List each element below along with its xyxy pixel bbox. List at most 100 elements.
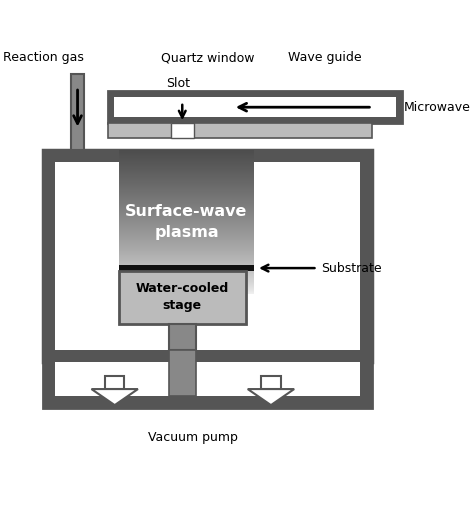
Bar xyxy=(119,291,254,293)
Bar xyxy=(119,230,254,231)
Bar xyxy=(119,257,254,258)
Bar xyxy=(119,244,254,245)
Bar xyxy=(119,282,254,284)
Bar xyxy=(119,231,254,232)
Bar xyxy=(119,227,254,228)
Bar xyxy=(119,270,254,271)
Bar xyxy=(119,227,254,229)
Bar xyxy=(119,198,254,199)
Bar xyxy=(119,206,254,207)
Bar xyxy=(119,220,254,221)
Bar xyxy=(119,176,254,177)
Bar xyxy=(119,191,254,192)
Bar xyxy=(119,181,254,183)
Bar xyxy=(119,259,254,260)
Bar xyxy=(119,162,254,163)
Bar xyxy=(119,155,254,156)
Bar xyxy=(119,169,254,170)
Bar xyxy=(119,248,254,249)
Bar xyxy=(119,210,254,211)
Bar xyxy=(119,173,254,174)
Bar xyxy=(119,290,254,291)
Polygon shape xyxy=(91,389,138,405)
Bar xyxy=(119,241,254,242)
Bar xyxy=(119,230,254,231)
Bar xyxy=(119,165,254,166)
Bar xyxy=(119,203,254,204)
Bar xyxy=(119,249,254,250)
Text: Slot: Slot xyxy=(166,77,190,89)
Bar xyxy=(109,123,372,138)
Bar xyxy=(119,169,254,170)
Bar xyxy=(119,189,254,190)
Bar xyxy=(119,152,254,153)
Text: Microwave: Microwave xyxy=(404,101,471,114)
Bar xyxy=(119,262,254,263)
Bar xyxy=(119,187,254,188)
Bar xyxy=(119,246,254,247)
Bar xyxy=(119,229,254,230)
Bar xyxy=(119,179,254,180)
Bar xyxy=(119,282,254,283)
Bar xyxy=(119,287,254,288)
Bar xyxy=(119,234,254,235)
Bar xyxy=(119,154,254,156)
Bar xyxy=(119,223,254,224)
Bar xyxy=(119,206,254,207)
Bar xyxy=(169,324,196,350)
Bar xyxy=(55,362,360,396)
Bar xyxy=(119,166,254,167)
Bar xyxy=(119,247,254,248)
Bar xyxy=(119,196,254,197)
Bar xyxy=(119,293,254,294)
Bar xyxy=(119,168,254,169)
Bar xyxy=(119,168,254,169)
Bar xyxy=(105,377,124,389)
Bar xyxy=(119,251,254,252)
Bar xyxy=(119,285,254,286)
Bar xyxy=(119,245,254,246)
Bar xyxy=(119,255,254,256)
Bar xyxy=(43,362,55,408)
Bar xyxy=(119,197,254,198)
Bar xyxy=(119,271,246,324)
Bar xyxy=(119,261,254,262)
Bar xyxy=(119,224,254,225)
Bar xyxy=(119,283,254,284)
Bar xyxy=(119,186,254,187)
Bar xyxy=(119,201,254,202)
Bar xyxy=(119,171,254,172)
Bar xyxy=(119,222,254,223)
Bar xyxy=(119,153,254,154)
Bar xyxy=(171,123,194,138)
Bar xyxy=(119,238,254,239)
Bar xyxy=(119,159,254,160)
Bar xyxy=(119,189,254,190)
Bar xyxy=(119,184,254,185)
Bar xyxy=(119,261,254,262)
Bar xyxy=(119,166,254,167)
Bar xyxy=(119,266,254,271)
Bar xyxy=(119,188,254,189)
Bar xyxy=(119,251,254,252)
Bar xyxy=(119,264,254,265)
Bar xyxy=(119,172,254,173)
Bar xyxy=(119,216,254,217)
Bar xyxy=(119,286,254,287)
Bar xyxy=(119,232,254,233)
Bar xyxy=(171,123,194,138)
Bar xyxy=(119,234,254,235)
Bar xyxy=(119,279,254,280)
Bar xyxy=(119,244,254,245)
Bar xyxy=(119,177,254,178)
Bar xyxy=(119,260,254,261)
Bar xyxy=(119,161,254,162)
Bar xyxy=(119,208,254,209)
Bar xyxy=(119,196,254,197)
Bar xyxy=(119,280,254,281)
Bar xyxy=(119,250,254,251)
Bar xyxy=(119,248,254,249)
Bar xyxy=(119,188,254,189)
Bar xyxy=(119,195,254,196)
Bar xyxy=(119,213,254,214)
